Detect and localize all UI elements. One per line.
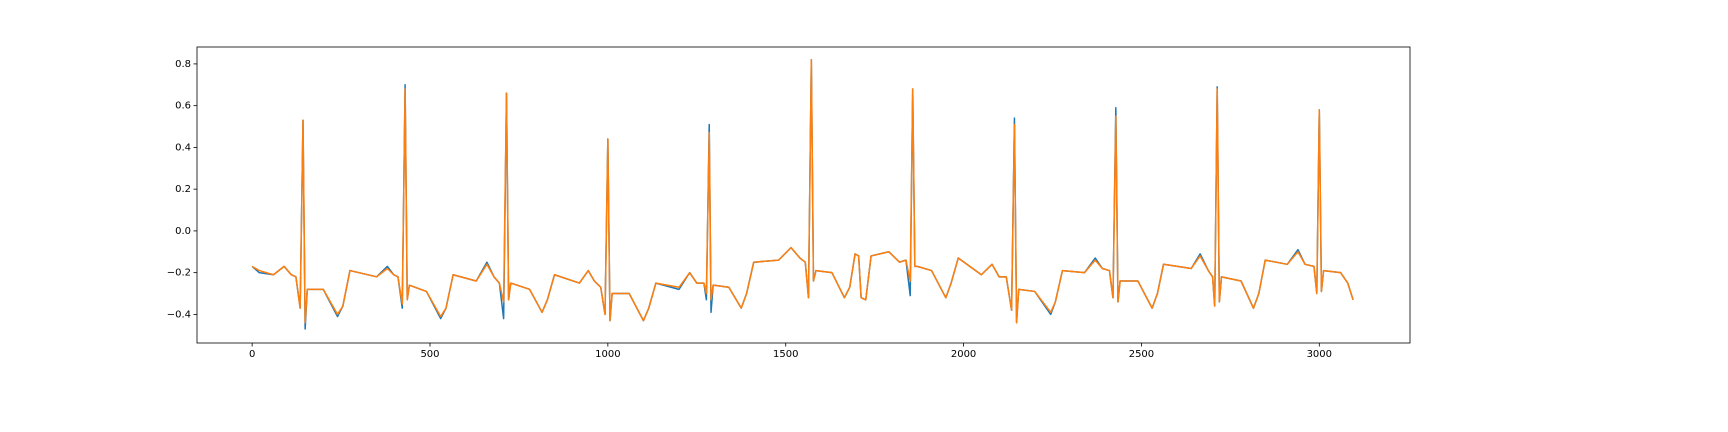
plot-frame [196, 46, 1411, 344]
x-tick-label: 2500 [1129, 349, 1154, 360]
x-tick-label: 3000 [1307, 349, 1332, 360]
y-tick-label: 0.8 [175, 59, 191, 70]
y-tick-label: −0.2 [167, 268, 191, 279]
x-tick-label: 500 [420, 349, 439, 360]
y-tick-label: 0.0 [175, 226, 191, 237]
y-tick-label: 0.6 [175, 101, 191, 112]
x-tick-label: 0 [249, 349, 255, 360]
x-tick-label: 1000 [595, 349, 620, 360]
x-tick-label: 2000 [951, 349, 976, 360]
series-line [251, 58, 1354, 324]
y-tick-label: −0.4 [167, 309, 191, 320]
y-tick-label: 0.4 [175, 142, 191, 153]
y-tick-label: 0.2 [175, 184, 191, 195]
x-tick-label: 1500 [773, 349, 798, 360]
